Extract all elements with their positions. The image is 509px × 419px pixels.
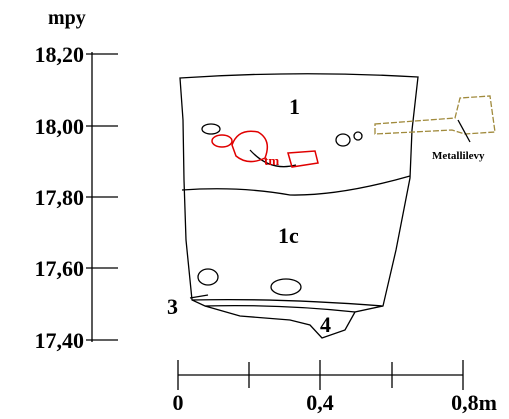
section-outline [179,73,419,339]
layer-boundary [191,298,384,307]
feature-label: Metallilevy [432,150,485,162]
leader-line [189,294,209,299]
level-label: 18,20 [35,42,85,67]
stone [201,123,221,135]
level-label: 17,80 [35,185,85,210]
stone [335,133,351,147]
vertical-ticks [86,53,118,341]
layer-label: 1 [289,94,300,119]
leader-line [457,119,471,143]
level-label: 17,60 [35,256,85,281]
layer-label: 4 [320,312,331,337]
level-label: 18,00 [35,114,85,139]
distance-label: 0,8m [451,390,497,415]
stone [211,134,233,148]
distance-label: 0 [173,390,184,415]
stone [270,278,302,296]
layer-boundary [181,175,411,196]
metal-plate [374,95,496,135]
red-stones [211,130,319,168]
layer-boundary [204,304,356,313]
distance-label: 0,4 [306,390,334,415]
horizontal-ticks [177,360,464,390]
find-label: tm [264,153,279,168]
stone [353,131,363,141]
layer-label: 1c [278,223,299,248]
stone [197,268,219,286]
vertical-unit: mpy [48,7,86,29]
layer-label: 3 [167,294,178,319]
level-label: 17,40 [35,328,85,353]
stone [231,130,269,163]
stone [287,150,319,168]
